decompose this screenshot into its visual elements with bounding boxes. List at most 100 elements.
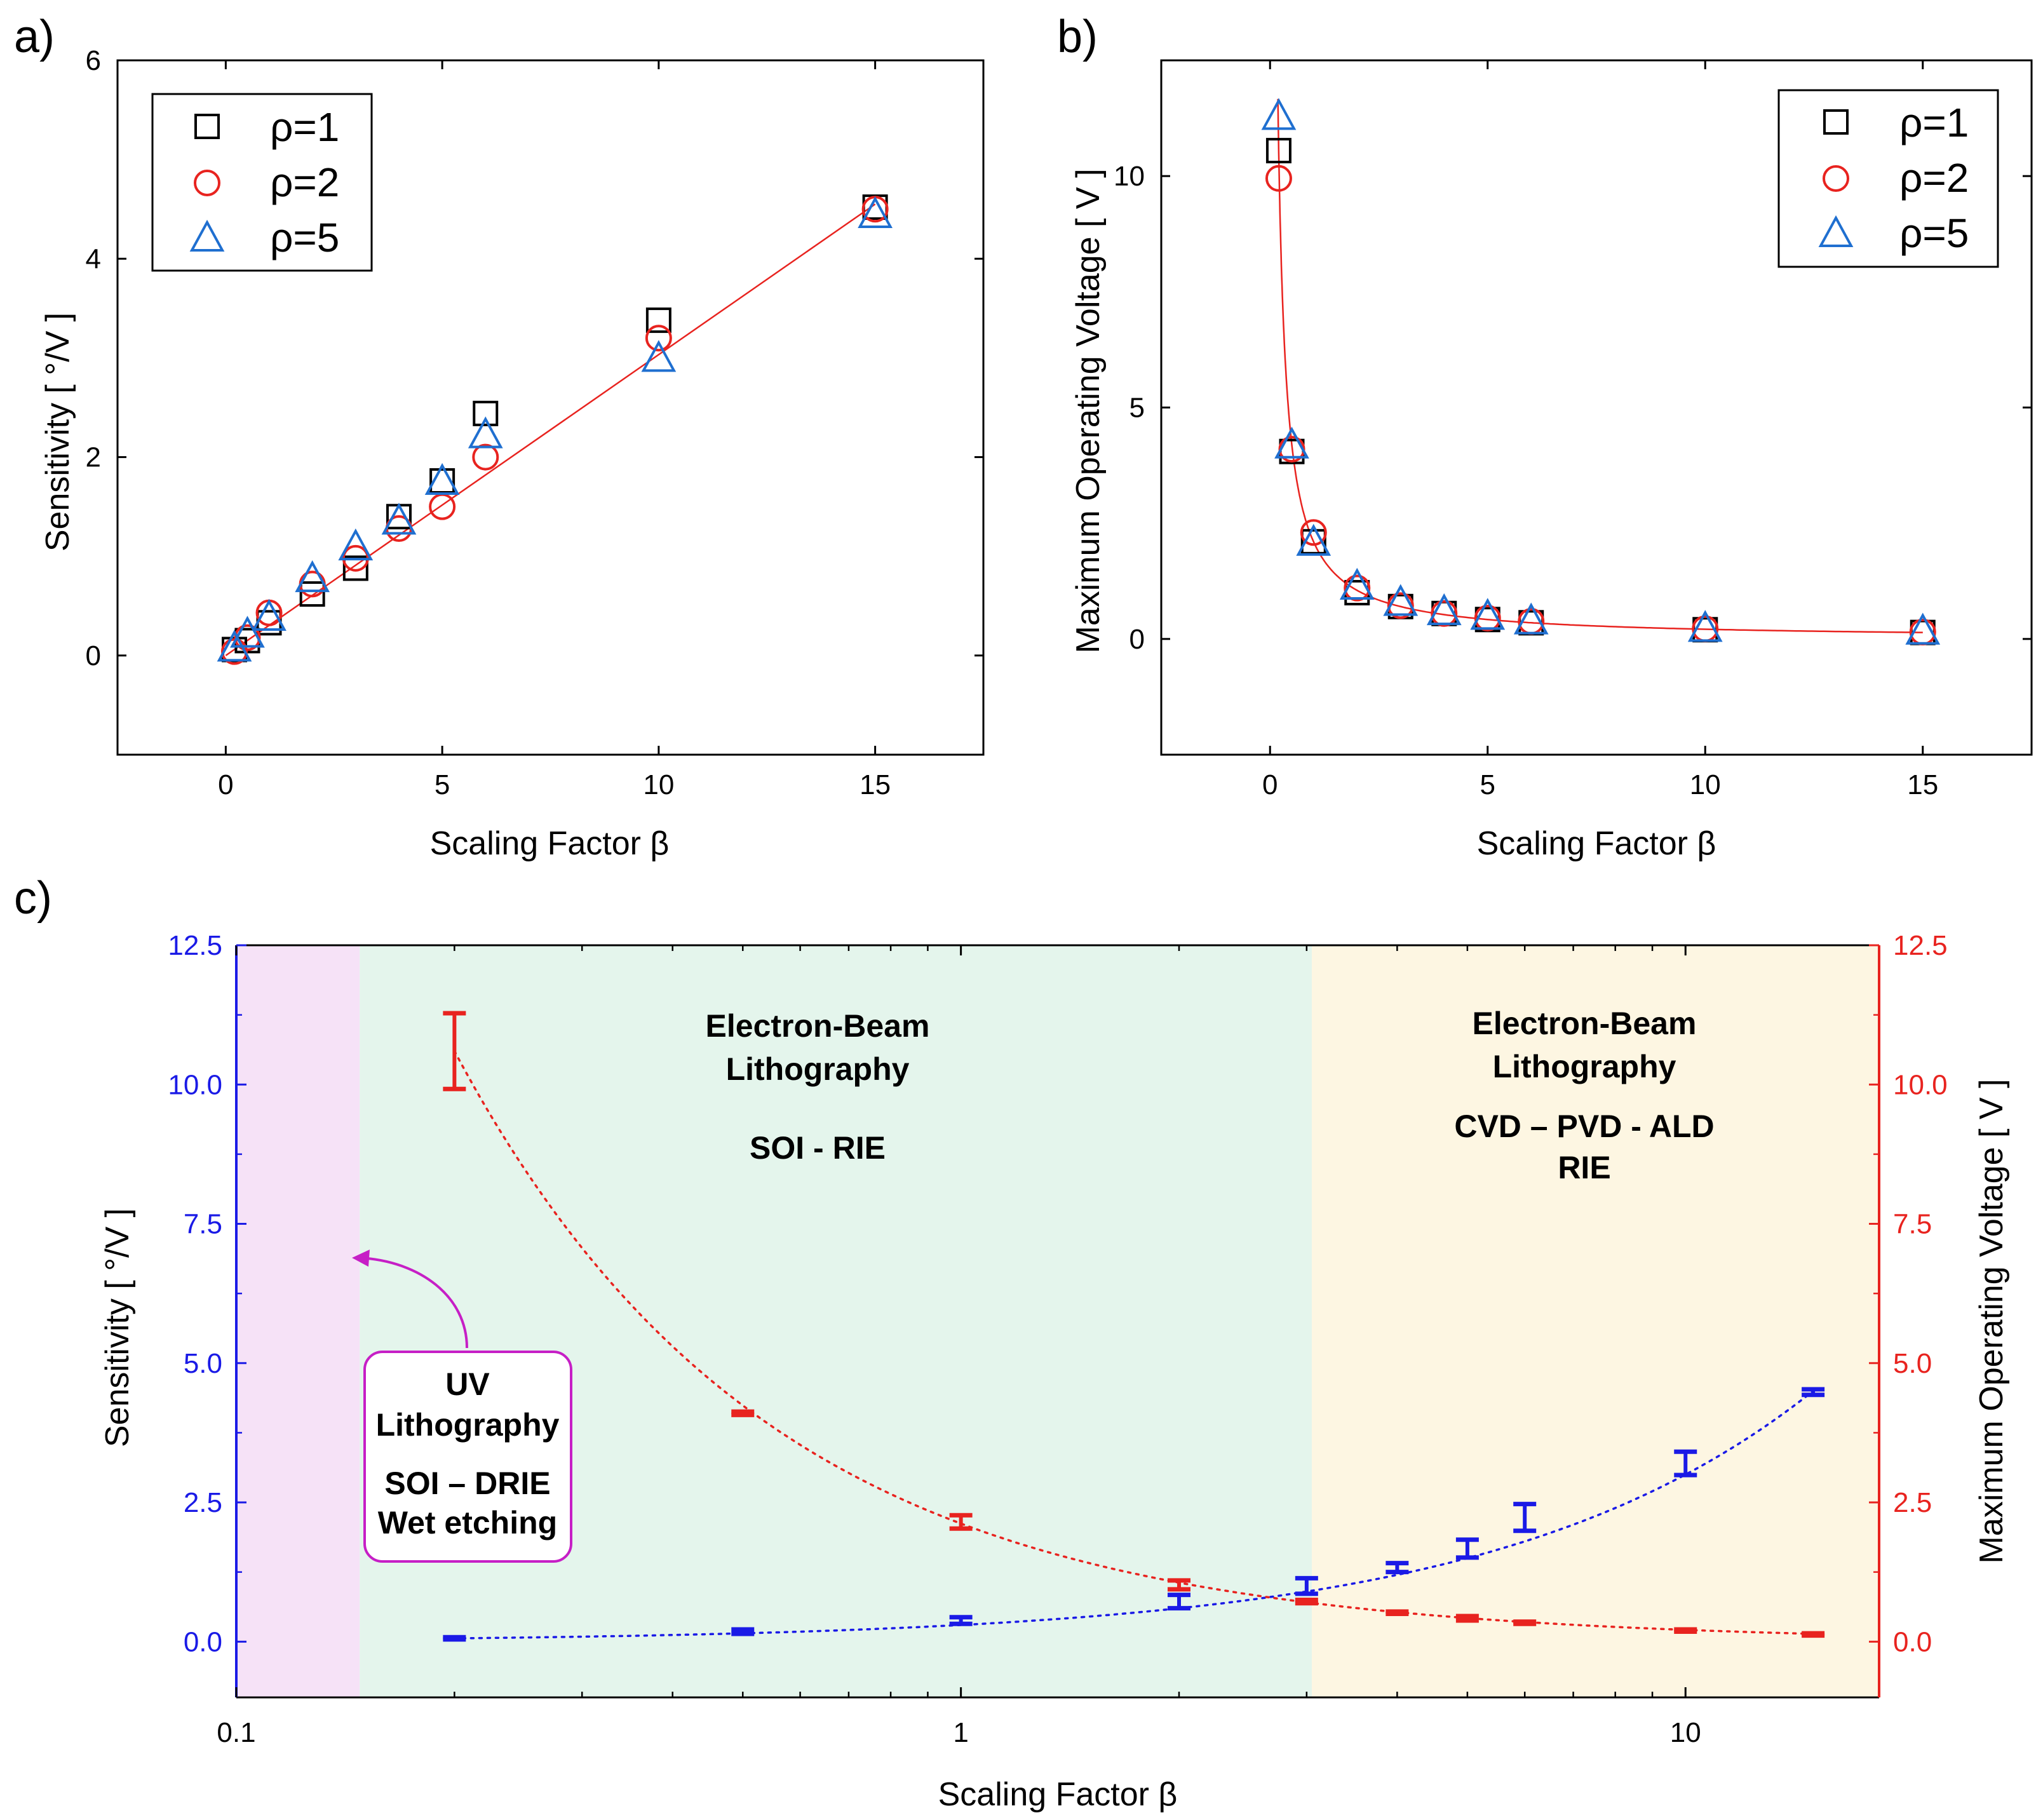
panel-c-ytick-left-label: 10.0 [168,1069,222,1100]
panel-c-ytick-left-label: 12.5 [168,930,222,961]
region-ebl-line2: Lithography [726,1051,910,1087]
panel-a-point-circle [429,493,456,520]
uv-annotation: UV Lithography SOI – DRIE Wet etching [352,1250,572,1563]
panel-a: a) 0 5 10 15 0 2 4 6 Scaling Factor β Sensitivi… [14,11,985,862]
panel-b-xlabel: Scaling Factor β [1477,825,1716,862]
panel-c-axes: 0.1 1 10 0.0 0.0 2.5 2.5 5.0 5.0 7.5 7.5 10.0 10.0 12… [168,930,1947,1748]
region-ebl2-line3: CVD – PVD - ALD [1454,1109,1714,1144]
panel-c-regions [236,945,1879,1697]
panel-b: b) 0 5 10 15 0 5 10 Scaling Factor β Maximum O… [1057,11,2033,862]
uv-annotation-box [363,1351,572,1563]
legend-b-rho1: ρ=1 [1899,100,1969,145]
panel-b-point-triangle [1426,593,1462,626]
legend-a-rho5: ρ=5 [270,215,339,260]
panel-a-point-triangle [252,598,287,631]
panel-b-point-circle [1474,605,1501,632]
uv-line4: Wet etching [378,1505,557,1540]
uv-line2: Lithography [376,1407,560,1443]
uv-annotation-arrow [359,1257,468,1349]
voltage-trend-curve [453,1049,1814,1635]
panel-c-ytick-right-label: 0.0 [1893,1626,1932,1657]
panel-b-xtick-label: 0 [1262,769,1278,800]
panel-c-ylabel-left: Sensitivity [ °/V ] [99,1208,136,1447]
panel-c-ytick-left-label: 7.5 [184,1209,222,1240]
panel-a-xtick-label: 15 [860,769,891,800]
sensitivity-trend-curve [453,1389,1814,1640]
panel-a-ytick-label: 6 [86,45,101,76]
panel-a-xtick-label: 0 [218,769,233,800]
panel-b-ylabel: Maximum Operating Voltage [ V ] [1070,168,1107,653]
region-ebl2-line2: Lithography [1493,1049,1676,1084]
panel-a-point-triangle [381,502,417,535]
panel-a-plot-frame [116,59,985,756]
panel-b-point-triangle [1339,567,1375,600]
panel-c-trend-curves [453,1049,1814,1640]
panel-c-label: c) [14,873,52,924]
legend-b-rho2: ρ=2 [1899,155,1969,201]
panel-b-point-square [1265,138,1291,164]
panel-b-point-circle [1300,519,1327,546]
panel-b-xtick-label: 5 [1480,769,1495,800]
panel-a-fit-line [225,203,876,656]
panel-c: c) 0.1 1 10 0.0 0.0 2.5 2.5 5.0 5.0 7.5 7.5 10.0 10.… [14,873,2010,1813]
region-ebl-soi-text: Electron-Beam Lithography SOI - RIE [706,1008,930,1166]
panel-b-point-triangle [1470,598,1506,630]
panel-a-ytick-label: 0 [86,640,101,671]
legend-a-triangle-marker [189,219,225,252]
panel-b-ytick-label: 5 [1129,393,1145,424]
panel-c-ytick-right-label: 2.5 [1893,1487,1932,1518]
panel-b-point-circle [1431,600,1458,627]
legend-a-rho1: ρ=1 [270,104,339,150]
panel-c-errorbars [443,1011,1825,1642]
panel-b-axes: 0 5 10 15 0 5 10 [1114,59,2033,800]
panel-a-ytick-label: 4 [86,243,101,274]
uv-annotation-arrowhead [352,1250,370,1267]
panel-c-xtick-label: 10 [1670,1717,1701,1748]
panel-b-label: b) [1057,11,1098,62]
panel-a-point-triangle [295,560,330,593]
panel-a-xtick-label: 10 [643,769,674,800]
region-ebl-line3: SOI - RIE [750,1130,886,1166]
panel-c-ylabel-right: Maximum Operating Voltage [ V ] [1973,1079,2010,1563]
panel-a-axes: 0 5 10 15 0 2 4 6 [86,45,985,800]
panel-b-points [1261,98,1941,645]
panel-a-point-triangle [468,416,503,448]
legend-b-triangle-marker [1818,215,1854,247]
panel-c-ytick-right-label: 10.0 [1893,1069,1948,1100]
panel-c-ytick-left-label: 5.0 [184,1348,222,1379]
panel-b-ytick-label: 10 [1114,161,1145,192]
panel-a-point-square [473,400,499,426]
panel-b-fit-curve [1277,98,1923,633]
panel-a-point-triangle [641,340,677,372]
panel-b-point-triangle [1513,602,1549,635]
legend-a-circle-marker [194,170,220,196]
panel-c-ytick-left-label: 2.5 [184,1487,222,1518]
region-ebl2-line4: RIE [1558,1150,1610,1185]
panel-b-xtick-label: 10 [1690,769,1721,800]
panel-a-fit-path [225,203,876,656]
panel-b-legend: ρ=1 ρ=2 ρ=5 [1777,89,1999,268]
panel-a-point-square [299,581,325,607]
region-ebl-line1: Electron-Beam [706,1008,930,1044]
panel-a-point-circle [234,624,261,651]
panel-b-point-circle [1344,574,1371,602]
panel-a-point-circle [299,570,326,598]
panel-c-xtick-label: 1 [953,1717,968,1748]
panel-a-ylabel: Sensitivity [ °/V ] [39,313,76,551]
panel-a-point-triangle [230,616,265,648]
panel-b-point-triangle [1274,426,1309,459]
panel-b-point-circle [1387,592,1414,619]
panel-a-legend-box [151,93,373,272]
panel-c-xtick-label: 0.1 [217,1717,255,1748]
panel-a-point-circle [255,599,283,626]
panel-b-point-triangle [1687,610,1723,642]
panel-c-region-1 [360,945,1312,1697]
panel-c-ytick-left-label: 0.0 [184,1626,222,1657]
panel-b-ytick-label: 0 [1129,624,1145,655]
panel-a-point-square [342,555,368,581]
uv-line1: UV [445,1366,490,1402]
panel-c-ytick-right-label: 12.5 [1893,930,1948,961]
panel-b-point-triangle [1905,612,1941,645]
legend-a-rho2: ρ=2 [270,159,339,205]
